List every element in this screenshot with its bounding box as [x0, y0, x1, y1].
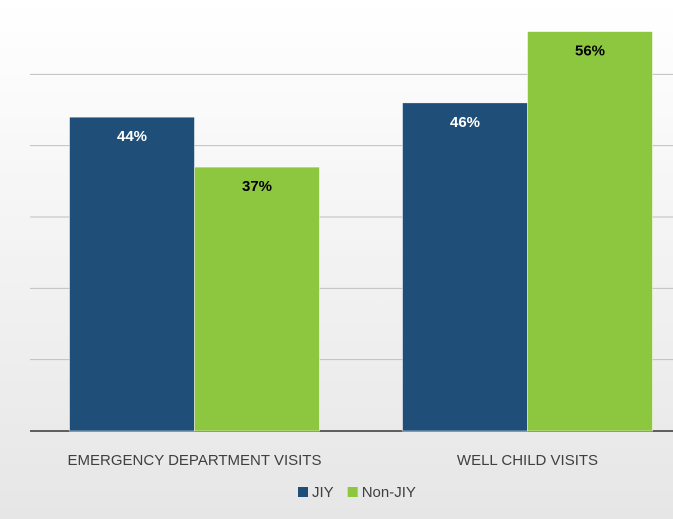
data-label: 44%: [117, 128, 147, 145]
legend-label: JIY: [312, 484, 334, 501]
legend-swatch: [347, 487, 358, 497]
bar: [527, 31, 653, 432]
bar: [194, 166, 320, 432]
x-tick-label: WELL CHILD VISITS: [457, 452, 598, 469]
data-label: 56%: [575, 43, 605, 60]
legend-label: Non-JIY: [362, 484, 416, 501]
bar: [69, 116, 195, 432]
data-label: 37%: [242, 178, 272, 195]
bar: [402, 102, 528, 432]
data-label: 46%: [450, 114, 480, 131]
legend-swatch: [298, 487, 308, 497]
x-tick-label: EMERGENCY DEPARTMENT VISITS: [68, 452, 322, 469]
